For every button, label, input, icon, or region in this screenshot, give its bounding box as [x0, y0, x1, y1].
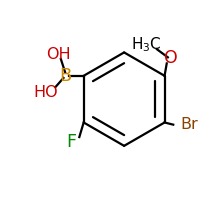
Text: Br: Br: [181, 117, 199, 132]
Text: H$_3$C: H$_3$C: [131, 35, 161, 54]
Text: F: F: [67, 133, 77, 151]
Text: O: O: [164, 50, 178, 67]
Text: B: B: [59, 67, 71, 85]
Text: OH: OH: [46, 47, 71, 62]
Text: HO: HO: [33, 84, 58, 100]
